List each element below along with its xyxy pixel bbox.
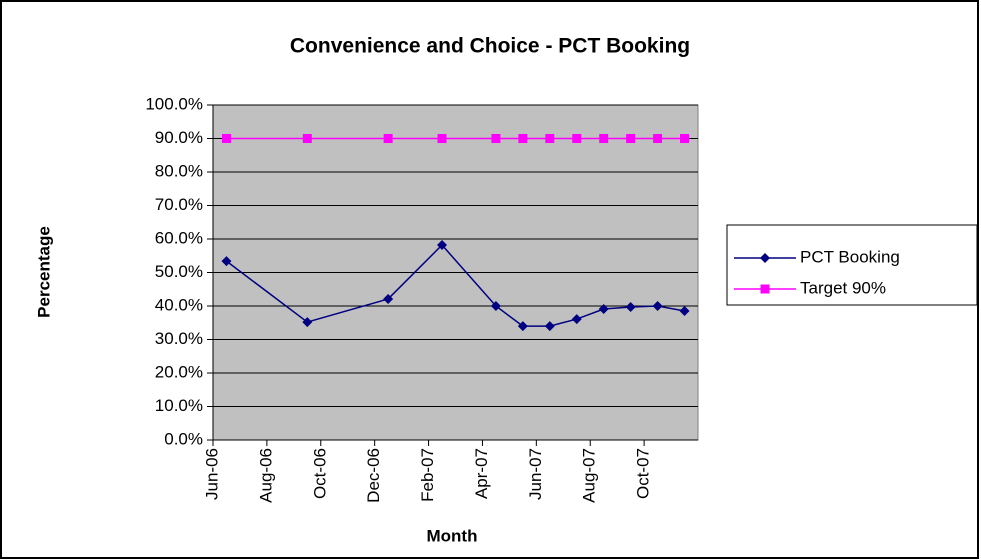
- data-point: [437, 240, 448, 251]
- data-point: [599, 134, 609, 143]
- data-point: [571, 314, 582, 325]
- data-point: [572, 134, 582, 143]
- x-axis-label: Month: [427, 526, 478, 545]
- y-tick-label: 30.0%: [155, 329, 203, 348]
- data-point: [302, 134, 312, 143]
- data-point: [221, 256, 232, 267]
- data-point: [221, 134, 231, 143]
- data-point: [437, 134, 447, 143]
- x-tick-label: Apr-07: [472, 448, 491, 499]
- data-point: [679, 306, 690, 317]
- data-point: [598, 304, 609, 315]
- x-tick-label: Feb-07: [418, 448, 437, 502]
- chart-title: Convenience and Choice - PCT Booking: [290, 35, 690, 58]
- legend-label: PCT Booking: [800, 247, 900, 266]
- legend-label: Target 90%: [800, 278, 886, 297]
- y-tick-label: 100.0%: [145, 94, 203, 113]
- data-point: [652, 301, 663, 311]
- y-tick-label: 80.0%: [155, 161, 203, 180]
- data-point: [545, 134, 555, 143]
- data-point: [544, 321, 555, 332]
- legend-marker: [760, 284, 770, 294]
- data-point: [680, 134, 690, 143]
- y-tick-label: 40.0%: [155, 295, 203, 314]
- x-tick-label: Oct-07: [634, 448, 653, 499]
- data-point: [625, 302, 636, 313]
- y-tick-label: 50.0%: [155, 262, 203, 281]
- y-tick-label: 20.0%: [155, 362, 203, 381]
- data-point: [517, 321, 528, 332]
- y-axis-label: Percentage: [34, 226, 53, 318]
- x-tick-label: Aug-06: [256, 448, 275, 503]
- data-point: [490, 301, 501, 311]
- legend-marker: [760, 253, 770, 263]
- data-point: [383, 293, 394, 304]
- data-point: [302, 317, 313, 328]
- y-tick-label: 60.0%: [155, 228, 203, 247]
- y-tick-label: 10.0%: [155, 396, 203, 415]
- x-tick-label: Dec-06: [364, 448, 383, 503]
- x-tick-label: Aug-07: [580, 448, 599, 503]
- data-point: [491, 134, 501, 143]
- x-tick-label: Jun-07: [526, 448, 545, 500]
- data-point: [626, 134, 636, 143]
- x-tick-label: Oct-06: [310, 448, 329, 499]
- x-tick-label: Jun-06: [202, 448, 221, 500]
- y-tick-label: 0.0%: [164, 429, 203, 448]
- data-point: [383, 134, 393, 143]
- data-point: [518, 134, 528, 143]
- y-tick-label: 70.0%: [155, 195, 203, 214]
- y-tick-label: 90.0%: [155, 128, 203, 147]
- data-point: [653, 134, 663, 143]
